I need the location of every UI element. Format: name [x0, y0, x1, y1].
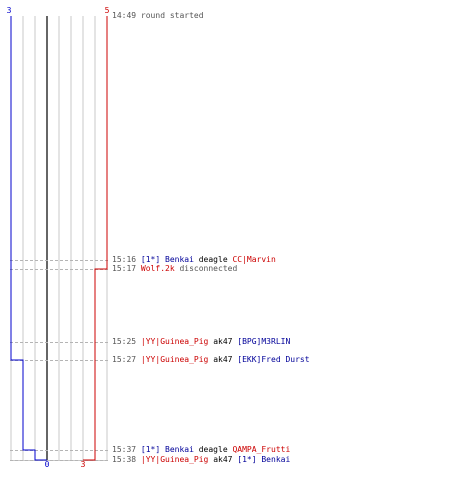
event-victim: [EKK]Fred Durst	[237, 355, 310, 364]
blue-score-end: 0	[45, 460, 50, 469]
event-row: 14:49 round started	[112, 11, 204, 21]
event-weapon: deagle	[198, 445, 228, 454]
event-victim: QAMPA_Frutti	[232, 445, 291, 454]
event-row: 15:25 |YY|Guinea_Pig ak47 [BPG]M3RLIN	[112, 337, 290, 347]
red-score-start: 5	[105, 6, 110, 15]
red-score-end: 3	[81, 460, 86, 469]
event-killer: [1*] Benkai	[140, 255, 194, 264]
event-row: 15:27 |YY|Guinea_Pig ak47 [EKK]Fred Durs…	[112, 355, 310, 365]
event-killer: [1*] Benkai	[140, 445, 194, 454]
event-weapon: ak47	[213, 355, 233, 364]
event-time: 15:16	[112, 255, 137, 264]
event-row: 15:37 [1*] Benkai deagle QAMPA_Frutti	[112, 445, 290, 455]
event-time: 15:25	[112, 337, 137, 346]
event-time: 15:17	[112, 264, 137, 273]
event-time: 14:49	[112, 11, 137, 20]
event-killer: |YY|Guinea_Pig	[140, 355, 209, 364]
event-weapon: ak47	[213, 337, 233, 346]
event-player: Wolf.2k	[140, 264, 175, 273]
event-text: disconnected	[179, 264, 238, 273]
event-time: 15:27	[112, 355, 137, 364]
red-team-alive-line	[83, 16, 108, 461]
event-weapon: deagle	[198, 255, 228, 264]
blue-score-start: 3	[7, 6, 12, 15]
event-weapon: ak47	[213, 455, 233, 464]
event-row: 15:38 |YY|Guinea_Pig ak47 [1*] Benkai	[112, 455, 290, 465]
blue-team-alive-line	[10, 16, 47, 461]
event-killer: |YY|Guinea_Pig	[140, 455, 209, 464]
event-victim: [1*] Benkai	[237, 455, 291, 464]
event-victim: CC|Marvin	[232, 255, 276, 264]
event-text: round started	[140, 11, 204, 20]
event-row: 15:17 Wolf.2k disconnected	[112, 264, 237, 274]
event-time: 15:38	[112, 455, 137, 464]
event-time: 15:37	[112, 445, 137, 454]
event-killer: |YY|Guinea_Pig	[140, 337, 209, 346]
event-victim: [BPG]M3RLIN	[237, 337, 291, 346]
event-row: 15:16 [1*] Benkai deagle CC|Marvin	[112, 255, 276, 265]
